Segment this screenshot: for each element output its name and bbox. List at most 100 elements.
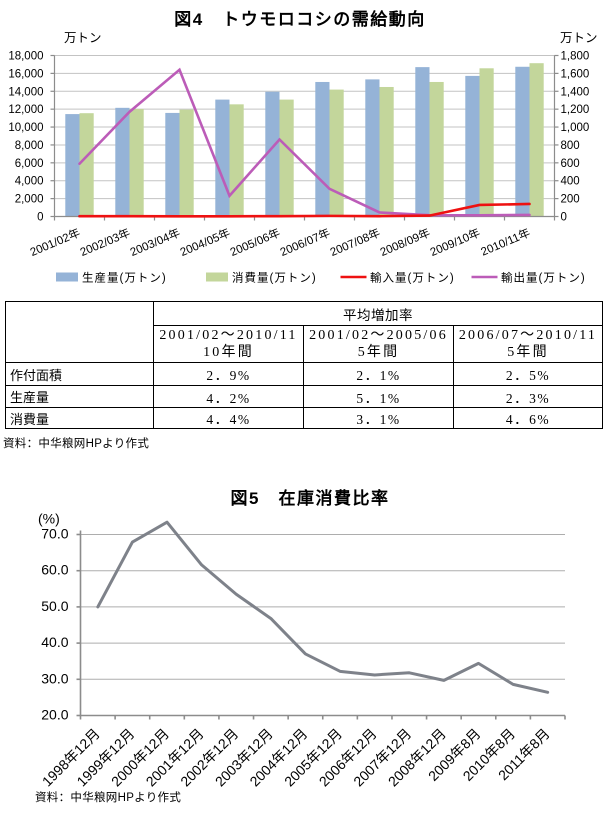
left-axis-label: 16,000 [8,68,43,80]
x-category-label: 2010/11年 [479,225,533,258]
x-category-label: 2008/09年 [378,225,432,259]
bar-consumption [129,108,144,217]
period-length: 10年間 [203,345,254,360]
x-category-label: 2002/03年 [78,225,132,259]
right-axis-label: 800 [561,140,580,152]
right-axis-label: 1,200 [561,104,590,116]
bar-consumption [179,109,194,217]
right-axis-label: 1,400 [561,86,590,98]
table-col-header-3: 2006/07～2010/11 5年間 [453,325,603,363]
x-category-label: 2001/02年 [28,225,82,259]
bar-production [215,99,230,217]
table-value: 4．2% [153,385,304,408]
period-range: 2001/02～2005/06 [309,327,448,343]
table-value: 5．1% [303,385,454,408]
table-col-header-2: 2001/02～2005/06 5年間 [303,325,454,363]
ratio-line [96,520,550,694]
growth-rate-table: 平均増加率 2001/02～2010/11 10年間 2001/02～2005/0… [5,301,603,429]
bar-production [165,112,180,217]
right-axis-label: 200 [561,194,580,206]
right-axis-label: 0 [561,212,567,224]
figure5-chart: 20.030.040.050.060.070.0(%)1998年12月1999年… [38,511,566,789]
left-axis-label: 14,000 [8,86,43,98]
table-col-header-1: 2001/02～2010/11 10年間 [153,325,304,363]
table-value: 2．1% [303,362,454,386]
bar-consumption [429,81,444,217]
table-header-row-group: 平均増加率 [5,301,603,363]
growth-rate-table-wrap: 平均増加率 2001/02～2010/11 10年間 2001/02～2005/0… [5,301,603,429]
bar-production [515,66,530,217]
x-category-label: 2009/10年 [428,225,482,259]
right-axis-unit: 万トン [560,31,598,45]
bar-production [465,75,480,217]
bar-consumption [79,113,94,217]
bar-production [265,91,280,217]
legend-swatch [56,272,78,282]
bar-production [315,81,330,217]
table-value: 2．9% [153,362,304,386]
y-axis-label: 70.0 [41,526,68,542]
bar-production [415,67,430,217]
table-row: 消費量 4．4% 3．1% 4．6% [5,407,603,429]
left-axis-label: 18,000 [8,51,43,63]
bar-consumption [279,99,294,217]
table-row: 作付面積 2．9% 2．1% 2．5% [5,362,603,386]
bar-consumption [229,104,244,217]
table-corner-cell [5,301,154,363]
x-category-label: 2003/04年 [128,225,182,259]
left-axis-label: 10,000 [8,122,43,134]
legend-item-label: 生産量(万トン) [82,271,167,285]
y-axis-label: 20.0 [41,707,68,723]
bar-production [365,79,380,217]
period-range: 2001/02～2010/11 [159,327,298,343]
bar-consumption [379,86,394,217]
y-axis-unit: (%) [38,511,60,527]
left-axis-label: 0 [37,212,43,224]
line-exports [78,67,531,217]
period-length: 5年間 [357,345,400,360]
figure4-source-note: 資料：中华粮网HPより作式 [3,438,150,450]
table-value: 2．5% [453,362,603,386]
bar-production [65,114,80,217]
left-axis-label: 8,000 [15,140,44,152]
figure4-title: 図4 トウモロコシの需給動向 [174,10,426,29]
row-label-production: 生産量 [5,385,154,408]
bar-consumption [529,63,544,217]
period-length: 5年間 [507,345,549,360]
table-header-row-periods: 2001/02～2010/11 10年間 2001/02～2005/06 5年間 2… [6,325,603,363]
left-axis-label: 12,000 [8,104,43,116]
left-axis-unit: 万トン [64,31,102,45]
left-axis-label: 2,000 [15,194,44,206]
x-category-label: 2006/07年 [278,225,332,259]
legend-item-label: 輸出量(万トン) [501,271,586,285]
right-axis-label: 1,600 [561,68,590,80]
table-value: 4．6% [453,407,603,429]
row-label-area: 作付面積 [5,362,154,386]
right-axis-label: 1,800 [561,51,590,63]
figure5-source-note: 資料：中华粮网HPより作式 [35,792,182,804]
y-axis-label: 30.0 [41,670,68,686]
x-category-label: 2004/05年 [178,225,232,259]
left-axis-label: 6,000 [15,158,44,170]
row-label-consumption: 消費量 [5,407,154,429]
table-row: 生産量 4．2% 5．1% 2．3% [5,385,603,408]
bar-consumption [329,89,344,217]
x-category-label: 2007/08年 [328,225,382,259]
legend-item-label: 消費量(万トン) [232,271,317,285]
y-axis-label: 60.0 [41,562,68,578]
figure5-title: 図5 在庫消費比率 [230,489,390,508]
line-imports [78,202,531,218]
x-category-label: 2005/06年 [228,225,282,259]
legend-item-label: 輸入量(万トン) [370,271,455,285]
bar-production [115,107,130,217]
right-axis-label: 400 [561,176,580,188]
bar-consumption [479,68,494,217]
y-axis-label: 40.0 [41,634,68,650]
left-axis-label: 4,000 [15,176,44,188]
table-group-header: 平均増加率 [153,301,603,326]
right-axis-label: 1,000 [561,122,590,134]
right-axis-label: 600 [561,158,580,170]
table-value: 4．4% [153,407,304,429]
period-range: 2006/07～2010/11 [458,327,598,343]
